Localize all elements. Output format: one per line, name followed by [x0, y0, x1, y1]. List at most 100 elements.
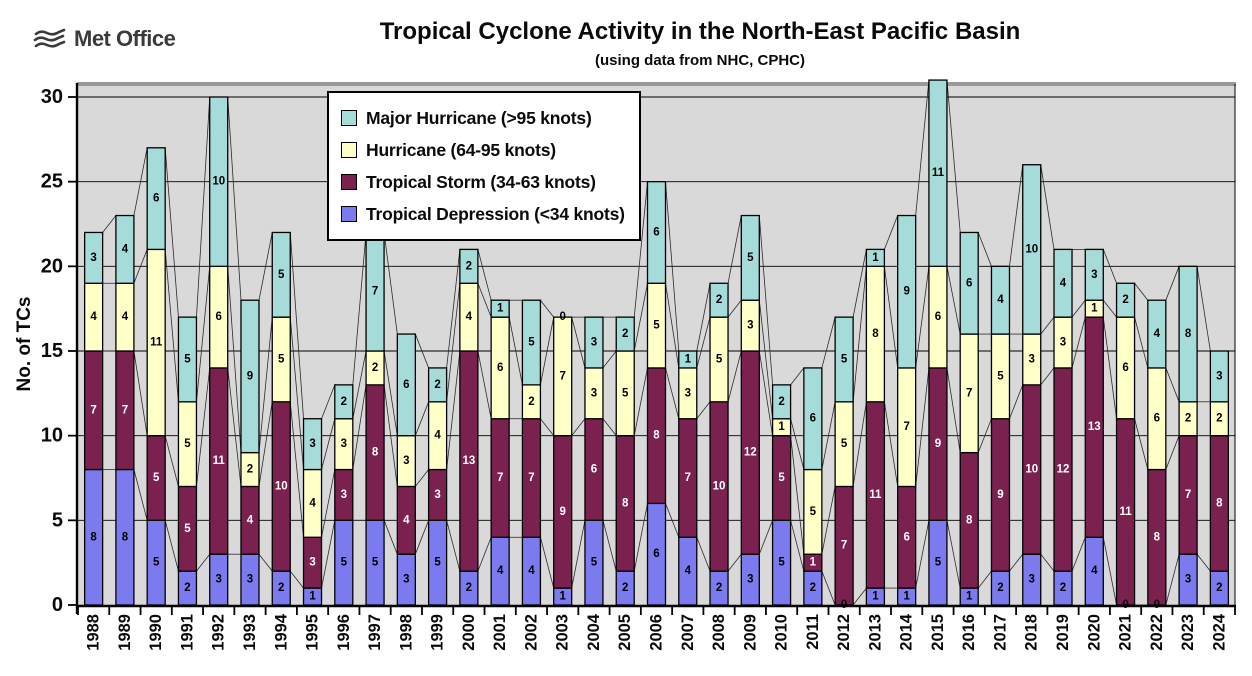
segment-label: 6 — [216, 311, 222, 323]
legend-swatch-tropical-storm-icon — [341, 174, 357, 190]
bar-2000 — [459, 248, 479, 606]
segment-label: 7 — [685, 472, 691, 484]
legend-label-tropical-storm: Tropical Storm (34-63 knots) — [366, 171, 596, 192]
segment-label: 3 — [341, 489, 347, 501]
segment-label: 10 — [275, 480, 288, 492]
segment-label: 2 — [372, 362, 378, 374]
segment-label: 9 — [935, 438, 941, 450]
bar-segment — [177, 316, 198, 403]
bar-segment — [1178, 265, 1198, 403]
segment-label: 1 — [685, 353, 692, 365]
segment-label: 5 — [841, 438, 848, 450]
svg-text:1988: 1988 — [85, 614, 103, 651]
svg-text:15: 15 — [41, 340, 63, 362]
segment-label: 5 — [997, 370, 1004, 382]
segment-label: 11 — [869, 489, 882, 501]
svg-text:2024: 2024 — [1210, 613, 1228, 651]
svg-text:2007: 2007 — [679, 614, 697, 651]
svg-text:1999: 1999 — [429, 614, 447, 651]
bars — [83, 79, 1230, 606]
bar-2004 — [584, 316, 604, 606]
y-axis-title: No. of TCs — [14, 297, 35, 392]
segment-label: 11 — [150, 337, 163, 349]
segment-label: 3 — [403, 455, 409, 467]
bar-2013 — [865, 248, 886, 606]
bar-segment — [1084, 248, 1104, 301]
bar-labels: 8743874455116255531161034292105513435332… — [90, 167, 1223, 611]
segment-label: 6 — [1154, 413, 1160, 425]
segment-label: 3 — [1029, 353, 1035, 365]
bar-segment — [396, 333, 416, 437]
bar-1993 — [240, 299, 260, 606]
bar-segment — [678, 350, 698, 369]
segment-label: 2 — [247, 464, 253, 476]
segment-label: 5 — [716, 353, 723, 365]
segment-label: 3 — [341, 438, 347, 450]
segment-label: 2 — [716, 582, 722, 594]
svg-text:2018: 2018 — [1023, 614, 1041, 651]
svg-text:5: 5 — [52, 509, 63, 531]
segment-label: 1 — [497, 303, 504, 315]
segment-label: 7 — [90, 404, 96, 416]
segment-label: 9 — [559, 506, 565, 518]
legend-label-hurricane: Hurricane (64-95 knots) — [366, 139, 556, 160]
segment-label: 7 — [122, 404, 128, 416]
svg-text:2009: 2009 — [741, 614, 759, 651]
segment-label: 4 — [1060, 277, 1067, 289]
bar-segment — [1115, 282, 1136, 318]
legend-item-hurricane: Hurricane (64-95 knots) — [341, 134, 625, 166]
bar-segment — [771, 384, 792, 420]
svg-text:2011: 2011 — [804, 614, 822, 650]
segment-label: 3 — [1091, 269, 1097, 281]
bar-segment — [584, 316, 604, 369]
bar-1998 — [396, 333, 416, 606]
svg-text:1991: 1991 — [178, 614, 196, 651]
chart-title: Tropical Cyclone Activity in the North-E… — [379, 18, 1021, 45]
svg-text:2001: 2001 — [491, 614, 509, 651]
segment-label: 5 — [622, 387, 629, 399]
bar-2015 — [928, 79, 948, 606]
segment-label: 6 — [810, 413, 816, 425]
legend-swatch-major-hurricane-icon — [341, 110, 357, 126]
segment-label: 2 — [528, 396, 534, 408]
segment-label: 5 — [153, 557, 160, 569]
svg-text:2019: 2019 — [1054, 614, 1072, 651]
segment-label: 3 — [309, 557, 315, 569]
bar-segment — [459, 248, 479, 284]
svg-text:2013: 2013 — [866, 614, 884, 651]
bar-segment — [553, 316, 573, 437]
bar-segment — [897, 214, 917, 369]
bar-2023 — [1178, 265, 1198, 606]
bar-segment — [302, 418, 323, 471]
segment-label: 10 — [212, 176, 225, 188]
segment-label: 5 — [778, 472, 785, 484]
bar-1996 — [334, 384, 354, 606]
segment-label: 3 — [1185, 574, 1191, 586]
segment-label: 7 — [372, 286, 378, 298]
segment-label: 7 — [497, 472, 503, 484]
svg-text:2016: 2016 — [960, 614, 978, 651]
legend-label-tropical-depression: Tropical Depression (<34 knots) — [366, 203, 625, 224]
segment-label: 5 — [778, 557, 785, 569]
segment-label: 5 — [184, 523, 191, 535]
segment-label: 4 — [1154, 328, 1161, 340]
bar-2009 — [740, 214, 760, 606]
segment-label: 1 — [810, 557, 817, 569]
segment-label: 6 — [403, 379, 409, 391]
segment-label: 6 — [497, 362, 503, 374]
axis-ticks — [68, 96, 1236, 615]
segment-label: 11 — [1119, 506, 1132, 518]
segment-label: 8 — [90, 531, 97, 543]
bar-segment — [1053, 248, 1073, 318]
bar-1999 — [427, 367, 448, 606]
svg-text:2023: 2023 — [1179, 614, 1197, 651]
segment-label: 2 — [810, 582, 816, 594]
bar-1991 — [177, 316, 198, 606]
segment-label: 4 — [434, 430, 441, 442]
segment-label: 5 — [434, 557, 441, 569]
bar-2022 — [1147, 299, 1167, 606]
legend-item-tropical-storm: Tropical Storm (34-63 knots) — [341, 166, 625, 198]
bar-segment — [928, 79, 948, 267]
bar-segment — [271, 231, 291, 318]
segment-label: 6 — [1122, 362, 1128, 374]
